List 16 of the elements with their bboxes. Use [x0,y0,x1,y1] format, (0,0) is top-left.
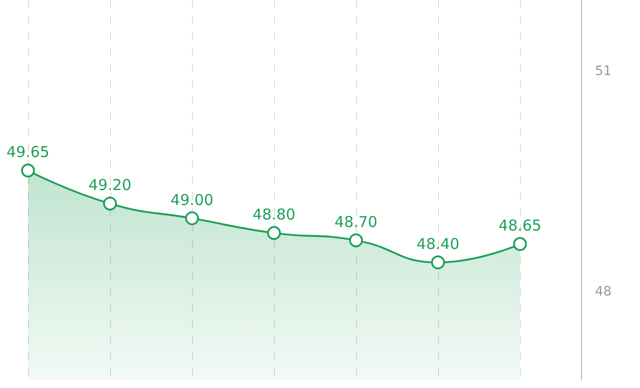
data-label: 48.80 [252,206,296,224]
y-tick-label: 48 [595,284,612,300]
point [103,196,117,210]
data-label: 48.65 [498,216,542,235]
y-tick-label: 51 [595,64,612,79]
point [21,164,35,178]
data-label: 49.65 [6,143,50,162]
point [513,237,527,251]
data-label: 48.70 [334,212,378,231]
point [349,233,363,248]
point [185,211,199,226]
point [431,255,445,270]
point [267,226,281,240]
data-label: 49.00 [170,190,214,209]
data-label: 48.40 [416,235,460,253]
data-label: 49.20 [88,176,132,194]
